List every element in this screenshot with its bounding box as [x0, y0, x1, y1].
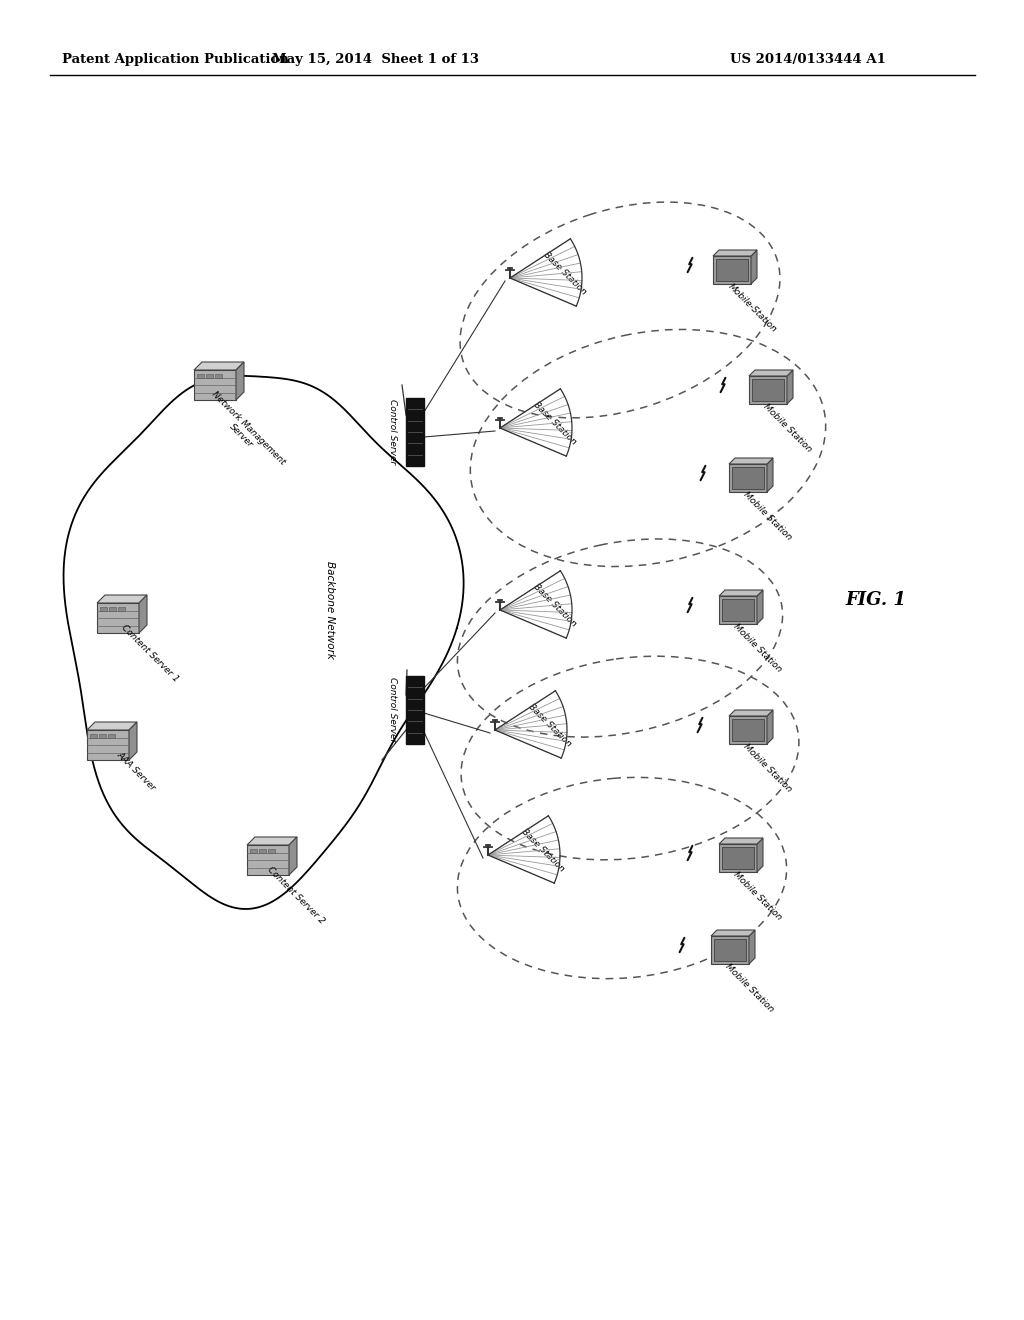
- Text: Base Station: Base Station: [542, 249, 588, 296]
- Bar: [97, 603, 139, 634]
- Bar: [729, 715, 767, 744]
- Text: Mobile Station: Mobile Station: [724, 962, 776, 1014]
- Bar: [406, 676, 424, 744]
- Bar: [90, 734, 97, 738]
- Text: Mobile Station: Mobile Station: [742, 742, 794, 793]
- Polygon shape: [757, 590, 763, 624]
- Polygon shape: [236, 362, 244, 400]
- Bar: [197, 374, 204, 378]
- Bar: [215, 374, 222, 378]
- Text: Base Station: Base Station: [526, 702, 573, 748]
- Bar: [732, 467, 764, 488]
- Bar: [118, 607, 125, 611]
- Polygon shape: [711, 931, 755, 936]
- Text: Backbone Network: Backbone Network: [325, 561, 335, 659]
- Bar: [749, 376, 787, 404]
- Text: Mobile Station: Mobile Station: [742, 490, 794, 543]
- Polygon shape: [757, 838, 763, 873]
- Bar: [729, 465, 767, 492]
- Text: Mobile-Station: Mobile-Station: [726, 282, 778, 334]
- Bar: [259, 849, 266, 853]
- Bar: [109, 607, 116, 611]
- Polygon shape: [139, 595, 147, 634]
- Text: Base Station: Base Station: [531, 582, 579, 628]
- Bar: [719, 597, 757, 624]
- Text: Content Server 1: Content Server 1: [120, 623, 180, 684]
- Bar: [406, 399, 424, 466]
- Polygon shape: [719, 590, 763, 597]
- Polygon shape: [767, 458, 773, 492]
- Text: US 2014/0133444 A1: US 2014/0133444 A1: [730, 54, 886, 66]
- Text: Control Server: Control Server: [388, 400, 397, 465]
- Bar: [711, 936, 749, 964]
- Bar: [108, 734, 115, 738]
- Text: Mobile Station: Mobile Station: [762, 403, 814, 454]
- Polygon shape: [729, 710, 773, 715]
- Polygon shape: [749, 370, 793, 376]
- Bar: [194, 370, 236, 400]
- Bar: [719, 843, 757, 873]
- Polygon shape: [289, 837, 297, 875]
- Bar: [714, 939, 746, 961]
- Bar: [716, 259, 748, 281]
- Polygon shape: [247, 837, 297, 845]
- Polygon shape: [97, 595, 147, 603]
- Text: Control Server: Control Server: [388, 677, 397, 743]
- Bar: [87, 730, 129, 760]
- Bar: [268, 849, 275, 853]
- Bar: [713, 256, 751, 284]
- Bar: [250, 849, 257, 853]
- Bar: [99, 734, 106, 738]
- Text: FIG. 1: FIG. 1: [845, 591, 906, 609]
- Text: May 15, 2014  Sheet 1 of 13: May 15, 2014 Sheet 1 of 13: [271, 54, 478, 66]
- Bar: [247, 845, 289, 875]
- Polygon shape: [87, 722, 137, 730]
- Polygon shape: [749, 931, 755, 964]
- Text: Content Server 2: Content Server 2: [265, 865, 327, 925]
- Polygon shape: [751, 249, 757, 284]
- Bar: [722, 847, 754, 869]
- Polygon shape: [729, 458, 773, 465]
- Text: Mobile Station: Mobile Station: [732, 622, 784, 675]
- Text: Patent Application Publication: Patent Application Publication: [62, 54, 289, 66]
- Polygon shape: [129, 722, 137, 760]
- Bar: [752, 379, 784, 401]
- Text: Network Management
Server: Network Management Server: [203, 389, 287, 474]
- Polygon shape: [719, 838, 763, 843]
- Text: AAA Server: AAA Server: [115, 750, 157, 792]
- Polygon shape: [194, 362, 244, 370]
- Bar: [206, 374, 213, 378]
- Text: Base Station: Base Station: [531, 400, 579, 446]
- Bar: [722, 599, 754, 620]
- Text: Mobile Station: Mobile Station: [732, 870, 784, 921]
- Polygon shape: [787, 370, 793, 404]
- Bar: [100, 607, 106, 611]
- Bar: [732, 719, 764, 741]
- Text: Base Station: Base Station: [520, 826, 566, 874]
- Polygon shape: [713, 249, 757, 256]
- Polygon shape: [767, 710, 773, 744]
